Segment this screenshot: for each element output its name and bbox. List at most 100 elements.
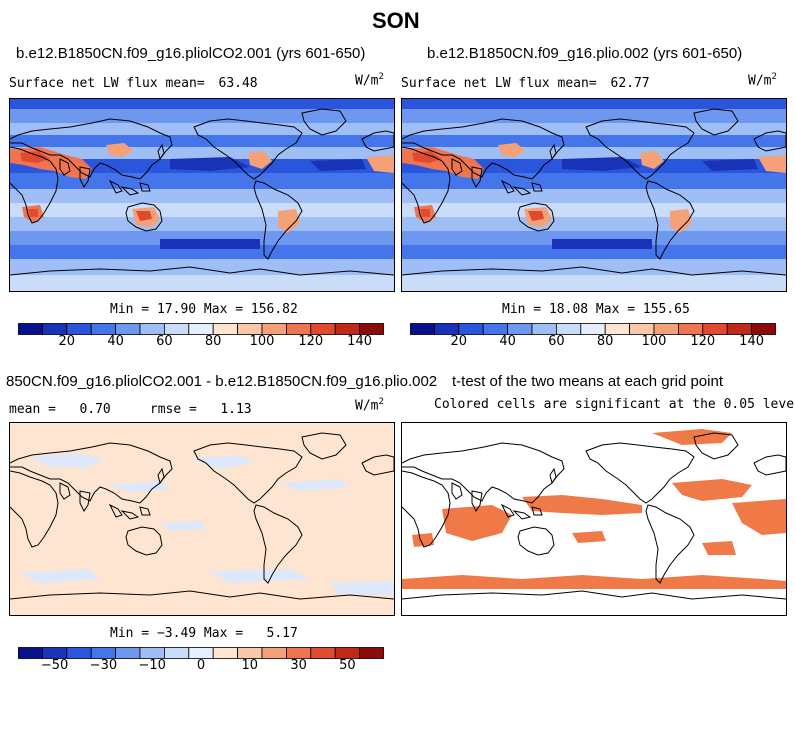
colorbar-box <box>359 323 385 335</box>
coastline <box>549 143 557 161</box>
colorbar-left-top <box>17 322 385 335</box>
flux-cool <box>552 239 652 249</box>
coastline <box>301 108 347 136</box>
diff-patch <box>160 521 206 531</box>
map-left-bottom <box>9 422 395 616</box>
stat-label-left-bottom: mean = 0.70 rmse = 1.13 <box>9 402 252 417</box>
significant-cells <box>732 499 786 535</box>
colorbar-box <box>433 323 460 335</box>
colorbar-box <box>653 323 679 335</box>
flux-cool <box>310 159 366 171</box>
flux-hotspot <box>670 209 692 233</box>
flux-band <box>10 231 394 245</box>
coastline <box>59 158 91 188</box>
coastline <box>10 442 173 504</box>
stat-label-right-bottom: Colored cells are significant at the 0.0… <box>434 397 795 412</box>
stat-value: 63.48 <box>218 76 258 91</box>
diff-patch <box>20 569 100 583</box>
coastline <box>125 202 163 232</box>
coastline <box>402 442 565 504</box>
tick-label: −10 <box>138 658 166 673</box>
colorbar-box <box>555 323 582 335</box>
units-exp: 2 <box>378 397 384 407</box>
coastline <box>451 158 483 188</box>
coastline <box>193 442 303 504</box>
flux-core <box>528 211 544 221</box>
colorbar-box <box>507 323 533 335</box>
significant-cells <box>702 541 736 555</box>
coastline <box>402 590 786 600</box>
tick-label: 140 <box>347 334 373 349</box>
coastline <box>585 442 695 504</box>
colorbar-box <box>163 323 190 335</box>
diff-patch <box>330 581 394 595</box>
colorbar-box <box>334 323 361 335</box>
colorbar-box <box>458 323 484 335</box>
coastline <box>157 467 165 485</box>
flux-band <box>10 203 394 217</box>
tick-label: 140 <box>739 334 765 349</box>
significant-cells <box>572 531 606 543</box>
coastline <box>500 503 543 520</box>
units-base: W/m <box>355 398 379 414</box>
tick-label: 10 <box>241 658 259 673</box>
colorbar-ticks-left-top: 20 40 60 80 100 120 140 <box>18 334 384 350</box>
coastline <box>517 202 555 232</box>
significant-cells <box>412 533 434 547</box>
colorbar-box <box>310 323 336 335</box>
stat-label-right-top: Surface net LW flux mean= 62.77 <box>401 76 650 91</box>
flux-hotspot <box>640 151 664 169</box>
minmax-right-top: Min = 18.08 Max = 155.65 <box>502 302 690 317</box>
colorbar-box <box>285 323 312 335</box>
flux-band <box>10 99 394 109</box>
flux-band <box>402 203 786 217</box>
coastline <box>402 470 451 548</box>
flux-band <box>402 189 786 203</box>
coastline <box>402 146 451 224</box>
map-left-top <box>9 98 395 292</box>
colorbar-box <box>17 323 43 335</box>
colorbar-box <box>482 323 508 335</box>
flux-hotspot <box>248 151 272 169</box>
coastline <box>753 454 786 476</box>
coastline <box>59 482 91 512</box>
flux-band <box>10 173 394 189</box>
colorbar-box <box>139 647 165 659</box>
coastline <box>253 180 303 260</box>
diff-patch <box>30 453 102 467</box>
colorbar-box <box>677 323 704 335</box>
coastline <box>645 180 695 260</box>
significant-cells <box>672 479 752 501</box>
colorbar-box <box>285 647 312 659</box>
tick-label: 80 <box>596 334 614 349</box>
tick-label: −30 <box>89 658 118 673</box>
units-right-top: W/m2 <box>748 72 777 88</box>
colorbar-box <box>334 647 361 659</box>
tick-label: 120 <box>690 334 716 349</box>
coastline <box>108 503 151 520</box>
diff-patch <box>190 455 254 469</box>
tick-label: 100 <box>641 334 667 349</box>
map-right-bottom <box>401 422 787 616</box>
flux-core <box>20 151 50 163</box>
units-exp: 2 <box>378 72 384 82</box>
flux-band <box>402 245 786 259</box>
colorbar-box <box>726 323 753 335</box>
flux-band <box>10 147 394 159</box>
stat-value: 62.77 <box>610 76 650 91</box>
tick-label: 0 <box>196 658 206 673</box>
flux-hotspot <box>366 155 394 173</box>
coastline <box>193 118 303 180</box>
flux-band <box>10 259 394 275</box>
colorbar-box <box>66 323 92 335</box>
flux-band <box>10 245 394 259</box>
flux-band <box>402 135 786 147</box>
flux-band <box>402 217 786 231</box>
flux-cool <box>160 239 260 249</box>
minmax-left-bottom: Min = −3.49 Max = 5.17 <box>110 626 298 641</box>
colorbar-box <box>115 323 141 335</box>
tick-label: 50 <box>339 658 356 673</box>
colorbar-box <box>629 323 655 335</box>
colorbar-box <box>90 323 116 335</box>
coastline <box>402 118 565 180</box>
